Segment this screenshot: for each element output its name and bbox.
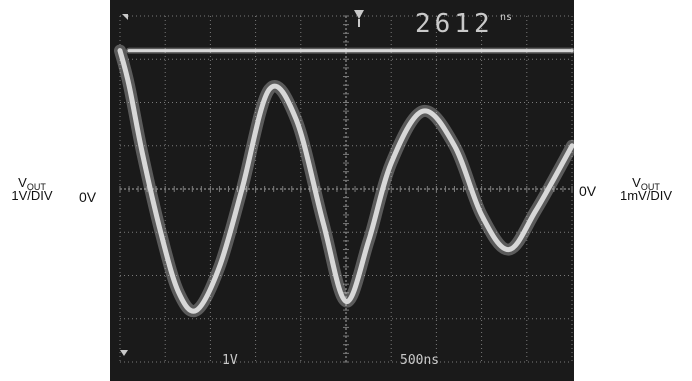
readout-unit: ns [500, 12, 512, 23]
trace-1 [117, 48, 574, 314]
right-scale-label: 1mV/DIV [619, 188, 672, 203]
right-zero-label: 0V [579, 183, 597, 199]
traces [114, 44, 574, 318]
left-vout-symbol: V [18, 175, 27, 190]
right-vout-subscript: OUT [640, 182, 660, 192]
readout-value: 2612 [415, 9, 494, 39]
left-vout-subscript: OUT [26, 182, 46, 192]
right-vout-label: VOUT 1mV/DIV [608, 176, 684, 202]
graticule [119, 15, 573, 363]
trigger-marker-icon [354, 10, 364, 27]
screen-background [110, 0, 574, 381]
ground-marker-icon [120, 350, 128, 356]
ch1-scale-label: 1V [222, 353, 238, 368]
left-scale-label: 1V/DIV [11, 188, 53, 203]
ch1-top-marker-icon [122, 14, 128, 20]
timebase-label: 500ns [400, 353, 439, 368]
left-vout-label: VOUT 1V/DIV [4, 176, 60, 202]
left-zero-label: 0V [79, 189, 97, 205]
oscilloscope-screen: 2612 ns 1V 500ns [110, 0, 574, 381]
right-vout-symbol: V [632, 175, 641, 190]
